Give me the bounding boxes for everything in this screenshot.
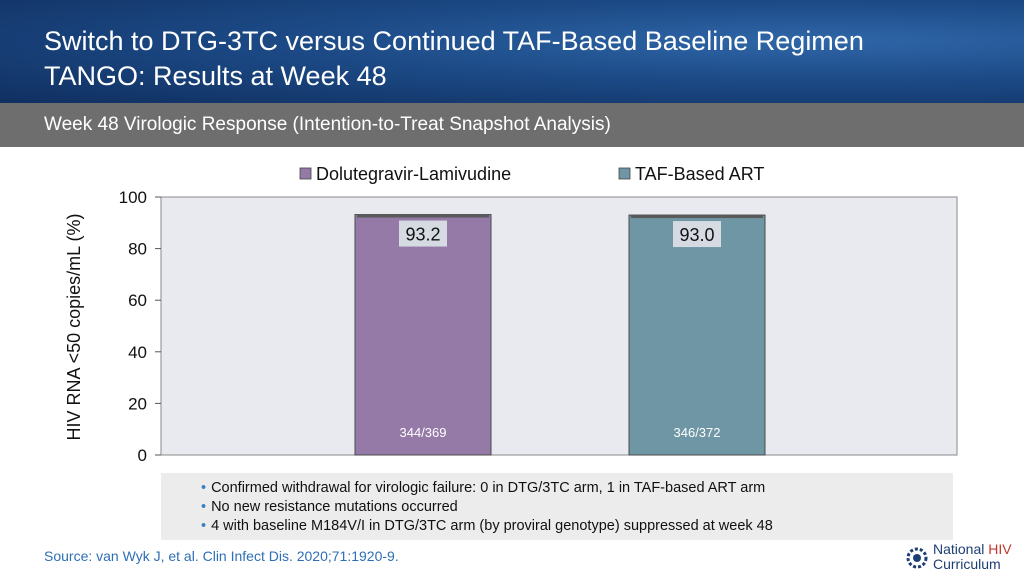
y-tick-label: 100 bbox=[119, 188, 147, 207]
bullet-icon: • bbox=[201, 480, 207, 496]
legend-swatch bbox=[618, 167, 631, 180]
nhc-logo: National HIV Curriculum bbox=[903, 542, 1021, 574]
y-axis-label: HIV RNA <50 copies/mL (%) bbox=[64, 214, 84, 441]
y-tick-label: 40 bbox=[128, 343, 147, 362]
slide-header: Switch to DTG-3TC versus Continued TAF-B… bbox=[0, 0, 1024, 103]
logo-text: National HIV Curriculum bbox=[933, 541, 1012, 572]
bullet-icon: • bbox=[201, 518, 207, 534]
note-item: • Confirmed withdrawal for virologic fail… bbox=[201, 480, 766, 496]
note-item: • No new resistance mutations occurred bbox=[201, 499, 458, 515]
bar-top-shadow bbox=[631, 215, 763, 219]
value-label: 93.2 bbox=[405, 225, 440, 245]
plot-area bbox=[160, 196, 958, 456]
bullet-icon: • bbox=[201, 499, 207, 515]
bar bbox=[628, 214, 766, 456]
gear-network-icon bbox=[906, 547, 928, 569]
notes-box: • Confirmed withdrawal for virologic fail… bbox=[161, 473, 953, 540]
bar-chart: 0 20 40 60 80 100 HIV RNA <50 copies/mL (%) 93.… bbox=[64, 164, 958, 465]
value-label: 93.0 bbox=[679, 225, 714, 245]
notes-list: • Confirmed withdrawal for virologic fail… bbox=[161, 473, 953, 536]
value-label-box bbox=[673, 221, 721, 248]
y-tick-label: 0 bbox=[138, 446, 147, 465]
value-label-box bbox=[399, 220, 447, 247]
source-citation: Source: van Wyk J, et al. Clin Infect Di… bbox=[44, 548, 399, 564]
legend-label: TAF-Based ART bbox=[635, 164, 764, 184]
legend-label: Dolutegravir-Lamivudine bbox=[316, 164, 511, 184]
bar-top-shadow bbox=[357, 214, 489, 218]
subheader-bar: Week 48 Virologic Response (Intention-to… bbox=[0, 103, 1024, 147]
n-label: 346/372 bbox=[674, 425, 721, 440]
bar bbox=[354, 214, 492, 456]
chart-container: 0 20 40 60 80 100 HIV RNA <50 copies/mL (%) 93.… bbox=[0, 147, 1024, 467]
legend-swatch bbox=[299, 167, 312, 180]
y-tick-label: 80 bbox=[128, 240, 147, 259]
title-line-2: TANGO: Results at Week 48 bbox=[44, 61, 387, 91]
title-line-1: Switch to DTG-3TC versus Continued TAF-B… bbox=[44, 26, 864, 56]
y-tick-label: 60 bbox=[128, 291, 147, 310]
n-label: 344/369 bbox=[400, 425, 447, 440]
slide-title: Switch to DTG-3TC versus Continued TAF-B… bbox=[44, 24, 864, 94]
subheader-text: Week 48 Virologic Response (Intention-to… bbox=[44, 114, 611, 135]
y-tick-label: 20 bbox=[128, 394, 147, 413]
note-item: • 4 with baseline M184V/I in DTG/3TC arm … bbox=[201, 518, 773, 534]
